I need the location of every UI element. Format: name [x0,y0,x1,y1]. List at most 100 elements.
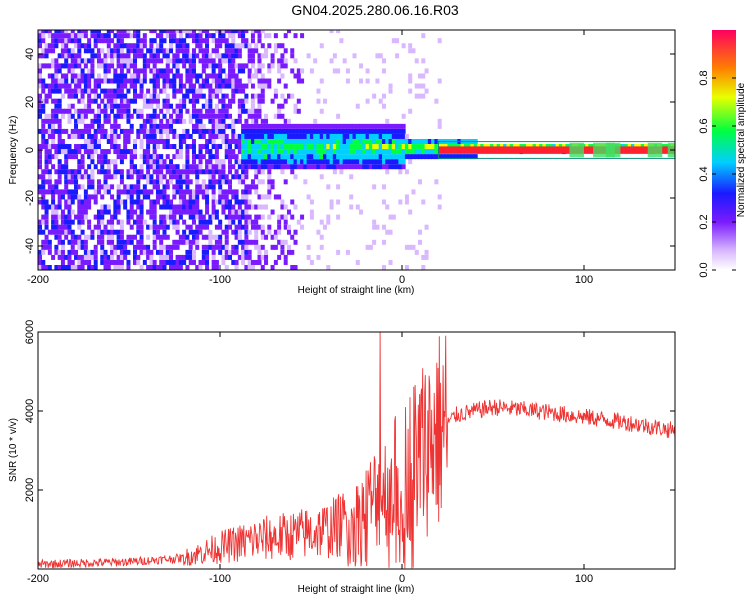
spectrogram-cell [257,214,262,220]
spectrogram-cell [77,199,82,205]
colorbar-tick-label: 0.0 [698,262,710,277]
spectrogram-cell [172,219,177,225]
spectrogram-cell [182,179,187,185]
spectrogram-cell [211,118,216,124]
spectrogram-cell [80,204,85,210]
spectrogram-cell [57,169,62,175]
spectrogram-cell [175,53,180,59]
spectrogram-cell [329,123,334,129]
spectrogram-cell [178,194,183,200]
spectrogram-cell [345,133,350,139]
spectrogram-cell [133,254,138,260]
spectrogram-cell [139,244,144,250]
spectrogram-cell [267,128,272,134]
spectrogram-cell [64,78,69,84]
spectrogram-cell [214,38,219,44]
spectrogram-cell [273,144,278,150]
spectrogram-cell [211,249,216,255]
spectrogram-cell [296,128,301,134]
spectrogram-cell [372,93,377,99]
spectrogram-cell [136,179,141,185]
spectrogram-cell [201,133,206,139]
spectrogram-cell [191,204,196,210]
spectrogram-cell [372,224,377,230]
spectrogram-cell [110,63,115,69]
spectrogram-cell [83,78,88,84]
spectrogram-cell [172,209,177,215]
spectrogram-cell [398,144,403,150]
spectrogram-cell [381,199,386,205]
spectrogram-cell [185,88,190,94]
spectrogram-cell [218,78,223,84]
spectrogram-cell [142,189,147,195]
spectrogram-cell [221,58,226,64]
spectrogram-cell [113,229,118,235]
spectrogram-cell [165,128,170,134]
spectrogram-cell [70,259,75,265]
spectrogram-cell [67,144,72,150]
spectrogram-cell [51,123,56,129]
spectrogram-cell [162,204,167,210]
spectrogram-cell [96,234,101,240]
spectrogram-cell [90,229,95,235]
spectrogram-cell [175,103,180,109]
spectrogram-cell [116,53,121,59]
spectrogram-cell [198,93,203,99]
spectrogram-cell [126,33,131,39]
spectrogram-cell [116,204,121,210]
spectrogram-cell [159,194,164,200]
spectrogram-cell [54,204,59,210]
spectrogram-cell [221,108,226,114]
spectrogram-cell [38,249,42,255]
spectrogram-cell [57,88,62,94]
spectrogram-cell [264,249,269,255]
spectrogram-cell [136,113,141,119]
spectrogram-cell [359,78,364,84]
spectrogram-cell [116,184,121,190]
spectrogram-cell [155,33,160,39]
spectrogram-cell [38,265,42,270]
spectrogram-cell [139,204,144,210]
spectrogram-cell [113,249,118,255]
spectrogram-cell [185,159,190,165]
spectrogram-cell [116,189,121,195]
spectrogram-cell [293,144,298,150]
spectrogram-cell [182,259,187,265]
spectrogram-cell [254,204,259,210]
spectrogram-cell [218,179,223,185]
spectrogram-cell [172,174,177,180]
spectrogram-cell [96,53,101,59]
spectrogram-cell [329,58,334,64]
spectrogram-cell [41,133,46,139]
spectrogram-cell [155,123,160,129]
spectrogram-cell [434,154,439,160]
spectrogram-cell [191,229,196,235]
spectrogram-cell [106,164,111,170]
spectrogram-cell [254,154,259,160]
spectrogram-cell [67,174,72,180]
spectrogram-cell [431,154,436,160]
spectrogram-cell [169,214,174,220]
spectrogram-cell [185,48,190,54]
spectrogram-cell [283,219,288,225]
spectrogram-cell [96,214,101,220]
spectrogram-cell [67,189,72,195]
spectrogram-cell [152,164,157,170]
spectrogram-cell [136,244,141,250]
spectrogram-cell [159,73,164,79]
spectrogram-cell [162,123,167,129]
spectrogram-cell [152,133,157,139]
spectrogram-cell [191,219,196,225]
spectrogram-cell [64,88,69,94]
spectrogram-cell [437,154,442,160]
spectrogram-cell [162,254,167,260]
spectrogram-cell [221,159,226,165]
spectrogram-cell [47,73,52,79]
spectrogram-cell [93,43,98,49]
spectrogram-cell [188,249,193,255]
spectrogram-cell [329,144,334,150]
spectrogram-cell [440,154,445,160]
spectrogram-cell [54,68,59,74]
spectrogram-cell [119,154,124,160]
spectrogram-cell [191,38,196,44]
